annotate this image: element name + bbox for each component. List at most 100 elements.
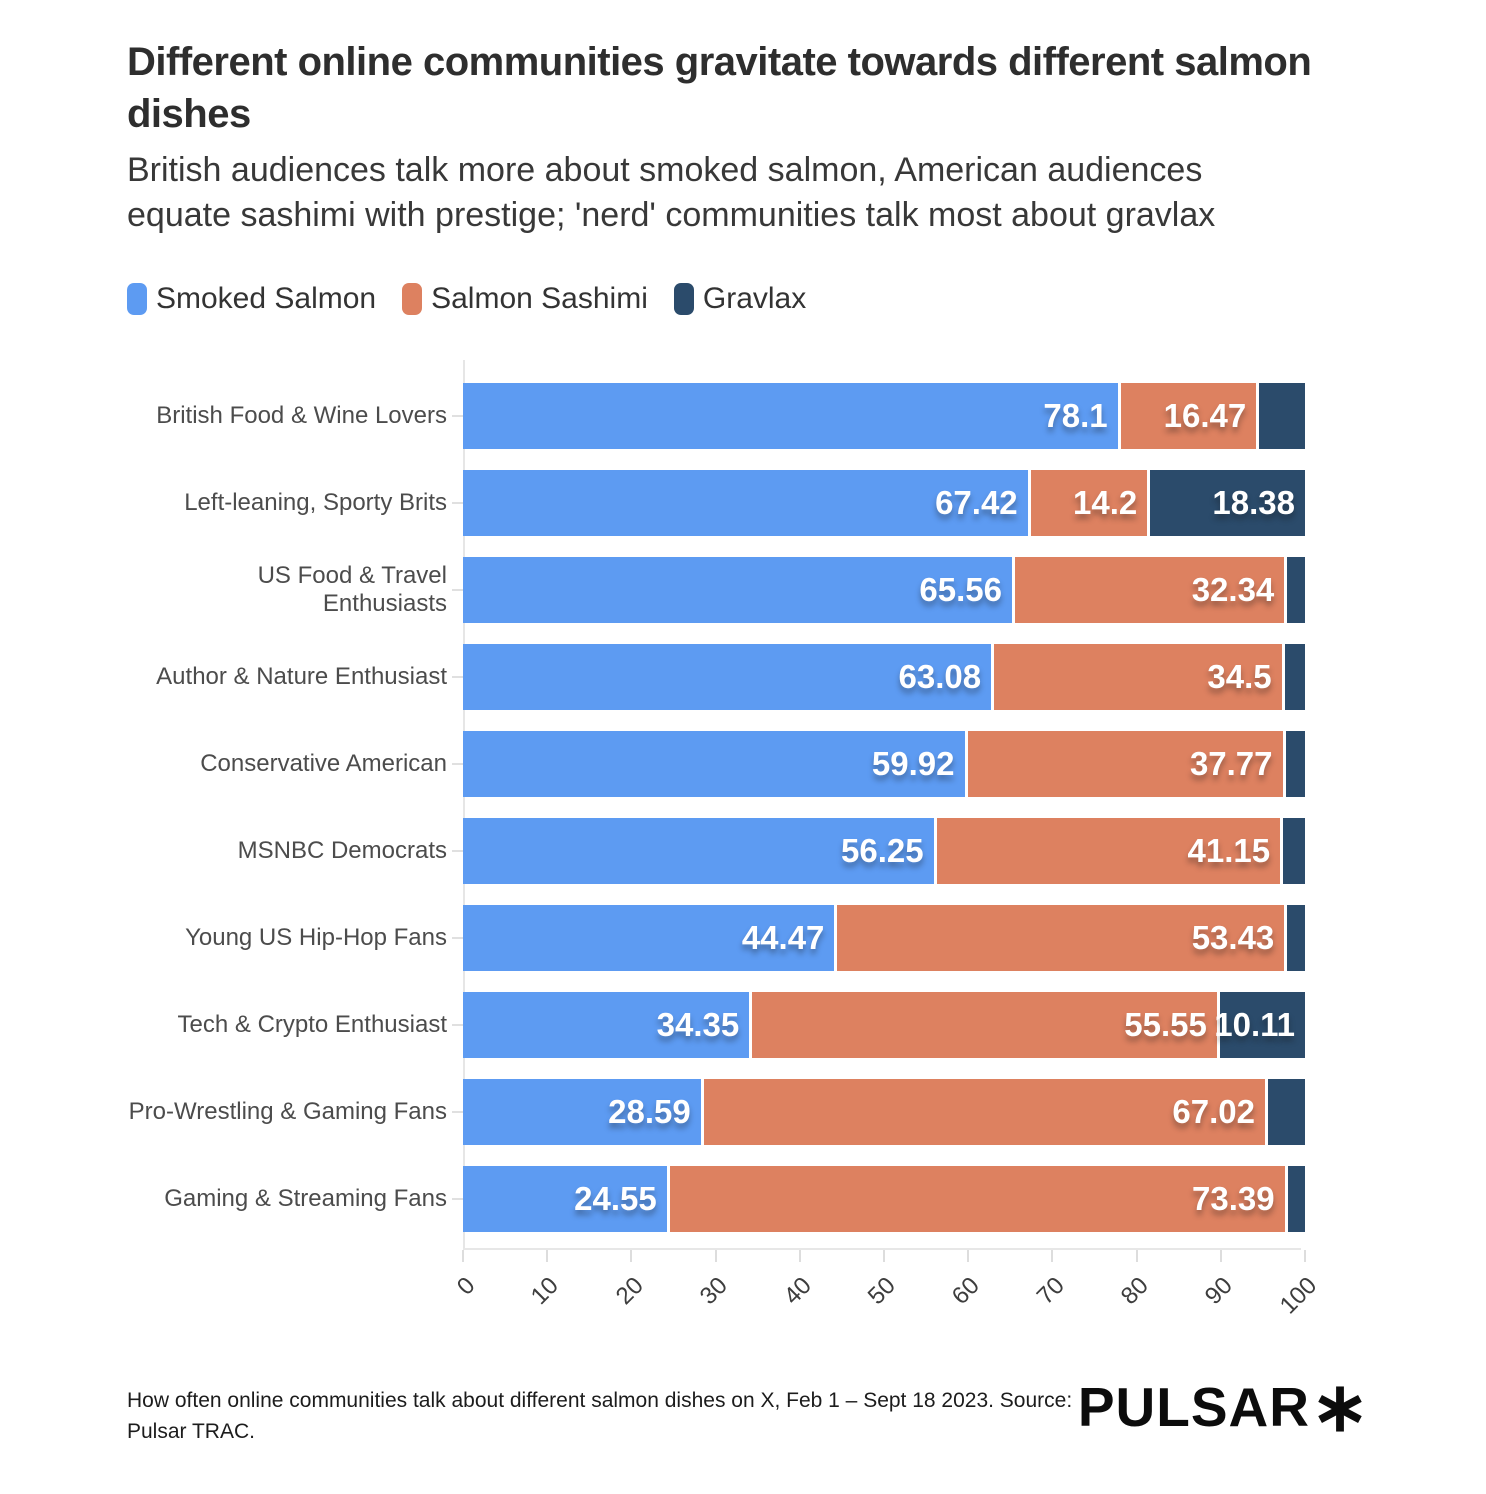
x-axis-tick (1051, 1250, 1054, 1263)
category-label-text: US Food & Travel Enthusiasts (257, 561, 447, 617)
bar-track: 78.1 16.47 (463, 382, 1305, 449)
bar-track: 65.56 32.34 (463, 556, 1305, 623)
x-axis-tick (1135, 1250, 1138, 1263)
value-label: 24.55 (574, 1179, 657, 1217)
category-label-text: British Food & Wine Lovers (156, 401, 447, 429)
category-label-tech-crypto-enthusiast: Tech & Crypto Enthusiast (127, 1011, 463, 1039)
category-tick (452, 936, 463, 939)
x-axis: 0 10 20 30 40 50 60 70 80 90 100 (452, 1242, 1322, 1334)
bar-segment-gravlax (1287, 1165, 1305, 1232)
category-tick (452, 1023, 463, 1026)
legend-label: Salmon Sashimi (431, 282, 648, 316)
bar-segment-smoked-salmon: 24.55 (463, 1165, 670, 1232)
bar-segment-smoked-salmon: 34.35 (463, 991, 753, 1058)
value-label: 37.77 (1189, 744, 1273, 782)
bar-track: 34.35 55.55 10.11 (463, 991, 1306, 1058)
category-label-msnbc-democrats: MSNBC Democrats (127, 837, 463, 865)
value-label: 65.56 (919, 570, 1002, 608)
bar-segment-smoked-salmon: 44.47 (463, 904, 838, 971)
category-label-text: MSNBC Democrats (237, 836, 447, 864)
source-note: How often online communities talk about … (127, 1389, 1073, 1443)
bar-segment-gravlax (1285, 730, 1305, 797)
bar-segment-gravlax (1268, 1078, 1305, 1145)
category-label-text: Conservative American (200, 749, 447, 777)
bar-segment-gravlax (1287, 556, 1305, 623)
category-label-author-nature-enthusiast: Author & Nature Enthusiast (127, 663, 463, 691)
category-tick (452, 1197, 463, 1200)
category-label-text: Pro-Wrestling & Gaming Fans (128, 1097, 447, 1125)
bar-segment-smoked-salmon: 56.25 (463, 817, 937, 884)
bar-track: 59.92 37.77 (463, 730, 1305, 797)
category-label-gaming-streaming-fans: Gaming & Streaming Fans (127, 1185, 463, 1213)
category-label-text: Young US Hip-Hop Fans (185, 923, 447, 951)
category-label-us-food-travel-enthusiasts: US Food & Travel Enthusiasts (127, 562, 463, 618)
bar-row: Young US Hip-Hop Fans 44.47 53.43 (127, 894, 1366, 981)
bar-segment-salmon-sashimi: 73.39 (669, 1165, 1288, 1232)
bar-segment-smoked-salmon: 59.92 (463, 730, 968, 797)
value-label: 34.5 (1207, 657, 1272, 695)
value-label: 67.02 (1172, 1092, 1256, 1130)
bar-segment-gravlax (1284, 643, 1305, 710)
bar-segment-salmon-sashimi: 32.34 (1015, 556, 1288, 623)
bar-segment-gravlax (1287, 904, 1305, 971)
value-label: 53.43 (1191, 918, 1275, 956)
value-label: 78.1 (1043, 396, 1108, 434)
category-label-text: Tech & Crypto Enthusiast (177, 1010, 447, 1038)
bar-track: 63.08 34.5 (463, 643, 1305, 710)
value-label: 59.92 (871, 744, 955, 782)
stacked-bar-chart: British Food & Wine Lovers 78.1 16.47 Left-… (127, 360, 1366, 1334)
x-axis-tick (798, 1250, 801, 1263)
bar-track: 56.25 41.15 (463, 817, 1305, 884)
legend-label: Smoked Salmon (156, 282, 377, 316)
category-tick (452, 588, 463, 591)
x-axis-tick-label-text: 80 (1115, 1272, 1154, 1311)
legend-swatch-smoked-salmon (127, 283, 147, 316)
page-title: Different online communities gravitate t… (127, 40, 1312, 136)
bar-segment-gravlax (1259, 382, 1305, 449)
category-tick (452, 414, 463, 417)
bar-segment-salmon-sashimi: 34.5 (994, 643, 1285, 710)
value-label: 55.55 (1124, 1005, 1207, 1043)
category-tick (452, 849, 463, 852)
bar-row: MSNBC Democrats 56.25 41.15 (127, 807, 1366, 894)
legend-label: Gravlax (702, 282, 807, 316)
x-axis-tick-label-text: 60 (947, 1272, 986, 1311)
x-axis-tick (546, 1250, 549, 1263)
bar-segment-smoked-salmon: 63.08 (463, 643, 995, 710)
x-axis-tick (714, 1250, 717, 1263)
bar-segment-gravlax (1283, 817, 1305, 884)
category-label-british-food-wine-lovers: British Food & Wine Lovers (127, 402, 463, 430)
legend-item-smoked-salmon: Smoked Salmon (127, 282, 376, 316)
category-tick (452, 501, 463, 504)
legend-swatch-gravlax (673, 283, 694, 316)
value-label: 34.35 (656, 1005, 740, 1043)
category-label-young-us-hip-hop-fans: Young US Hip-Hop Fans (127, 924, 463, 952)
value-label: 18.38 (1212, 483, 1295, 521)
x-axis-tick (967, 1250, 970, 1263)
bar-segment-salmon-sashimi: 16.47 (1120, 382, 1260, 449)
x-axis-tick-label-text: 90 (1199, 1272, 1238, 1311)
footer: How often online communities talk about … (127, 1380, 1366, 1447)
pulsar-logo-text: PULSAR (1077, 1376, 1310, 1439)
x-axis-tick-label-text: 70 (1031, 1272, 1070, 1311)
x-axis-tick-label-text: 100 (1274, 1272, 1323, 1320)
bar-row: Conservative American 59.92 37.77 (127, 720, 1366, 807)
bar-segment-smoked-salmon: 67.42 (463, 469, 1031, 536)
value-label: 16.47 (1163, 396, 1247, 434)
page-subtitle: British audiences talk more about smoked… (127, 151, 1216, 235)
bar-segment-gravlax: 18.38 (1150, 469, 1305, 536)
bar-segment-salmon-sashimi: 55.55 (752, 991, 1220, 1058)
category-label-pro-wrestling-gaming-fans: Pro-Wrestling & Gaming Fans (127, 1098, 463, 1126)
asterisk-icon (1318, 1386, 1362, 1432)
category-tick (452, 762, 463, 765)
value-label: 28.59 (608, 1092, 691, 1130)
category-label-conservative-american: Conservative American (127, 750, 463, 778)
legend-item-salmon-sashimi: Salmon Sashimi (402, 282, 648, 316)
bar-track: 28.59 67.02 (463, 1078, 1305, 1145)
bar-segment-salmon-sashimi: 14.2 (1030, 469, 1151, 536)
value-label: 41.15 (1187, 831, 1271, 869)
x-axis-tick (462, 1250, 464, 1263)
x-axis-tick (1304, 1250, 1306, 1263)
legend: Smoked Salmon Salmon Sashimi Gravlax (127, 282, 1366, 316)
page: Different online communities gravitate t… (127, 40, 1366, 1447)
